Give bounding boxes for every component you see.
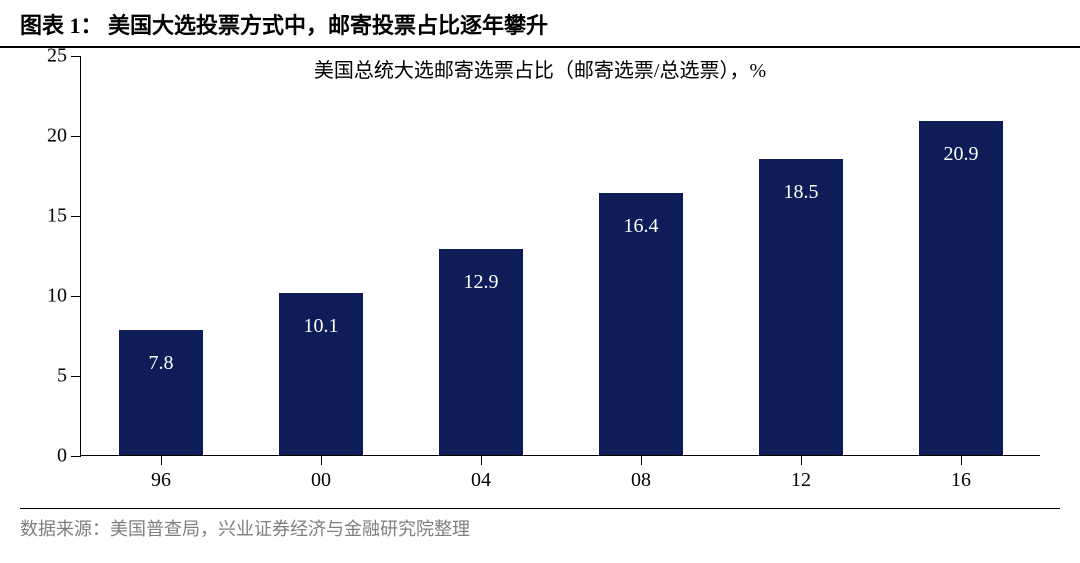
bar-value-label: 10.1	[303, 315, 338, 338]
bar: 12.9	[439, 249, 522, 455]
x-tick-label: 00	[311, 455, 331, 492]
bar: 7.8	[119, 330, 202, 455]
bar: 18.5	[759, 159, 842, 455]
y-tick-label: 25	[47, 45, 81, 68]
y-tick-label: 5	[57, 365, 81, 388]
y-tick-label: 20	[47, 125, 81, 148]
x-tick-label: 16	[951, 455, 971, 492]
y-tick-label: 0	[57, 445, 81, 468]
bar-value-label: 20.9	[943, 143, 978, 166]
y-tick-label: 10	[47, 285, 81, 308]
plot-region: 05101520257.89610.10012.90416.40818.5122…	[80, 56, 1040, 456]
source-line: 数据来源：美国普查局，兴业证券经济与金融研究院整理	[20, 508, 1060, 541]
chart-area: 美国总统大选邮寄选票占比（邮寄选票/总选票），% 05101520257.896…	[20, 48, 1060, 508]
y-tick-label: 15	[47, 205, 81, 228]
x-tick-label: 96	[151, 455, 171, 492]
bar-value-label: 16.4	[623, 215, 658, 238]
x-tick-label: 12	[791, 455, 811, 492]
bar: 16.4	[599, 193, 682, 455]
bar: 10.1	[279, 293, 362, 455]
bar-value-label: 12.9	[463, 271, 498, 294]
bar-value-label: 18.5	[783, 181, 818, 204]
x-tick-label: 04	[471, 455, 491, 492]
bar-value-label: 7.8	[148, 352, 173, 375]
x-tick-label: 08	[631, 455, 651, 492]
figure-header: 图表 1： 美国大选投票方式中，邮寄投票占比逐年攀升	[0, 0, 1080, 48]
bar: 20.9	[919, 121, 1002, 455]
